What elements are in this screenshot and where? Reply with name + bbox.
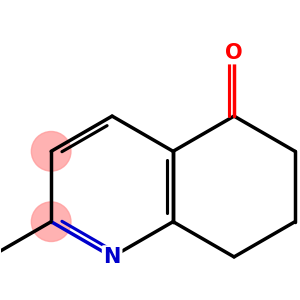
- Text: O: O: [225, 43, 243, 63]
- Text: N: N: [103, 247, 121, 267]
- Circle shape: [31, 202, 71, 242]
- Circle shape: [31, 131, 71, 171]
